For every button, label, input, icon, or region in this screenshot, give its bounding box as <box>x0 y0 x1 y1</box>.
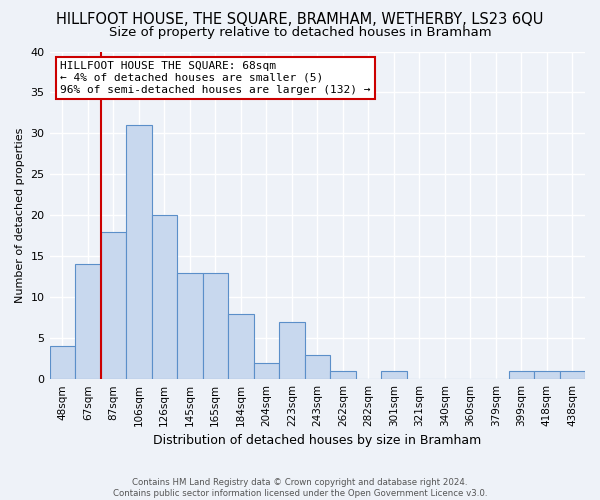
Bar <box>152 216 177 379</box>
Bar <box>534 371 560 379</box>
Bar <box>279 322 305 379</box>
Text: HILLFOOT HOUSE, THE SQUARE, BRAMHAM, WETHERBY, LS23 6QU: HILLFOOT HOUSE, THE SQUARE, BRAMHAM, WET… <box>56 12 544 28</box>
Bar <box>509 371 534 379</box>
Text: HILLFOOT HOUSE THE SQUARE: 68sqm
← 4% of detached houses are smaller (5)
96% of : HILLFOOT HOUSE THE SQUARE: 68sqm ← 4% of… <box>60 62 371 94</box>
Text: Contains HM Land Registry data © Crown copyright and database right 2024.
Contai: Contains HM Land Registry data © Crown c… <box>113 478 487 498</box>
Bar <box>560 371 585 379</box>
Text: Size of property relative to detached houses in Bramham: Size of property relative to detached ho… <box>109 26 491 39</box>
Bar <box>305 354 330 379</box>
Bar <box>101 232 126 379</box>
Y-axis label: Number of detached properties: Number of detached properties <box>15 128 25 303</box>
Bar <box>177 272 203 379</box>
Bar <box>228 314 254 379</box>
Bar <box>381 371 407 379</box>
X-axis label: Distribution of detached houses by size in Bramham: Distribution of detached houses by size … <box>153 434 481 448</box>
Bar <box>254 363 279 379</box>
Bar <box>126 125 152 379</box>
Bar <box>50 346 75 379</box>
Bar <box>203 272 228 379</box>
Bar <box>75 264 101 379</box>
Bar <box>330 371 356 379</box>
